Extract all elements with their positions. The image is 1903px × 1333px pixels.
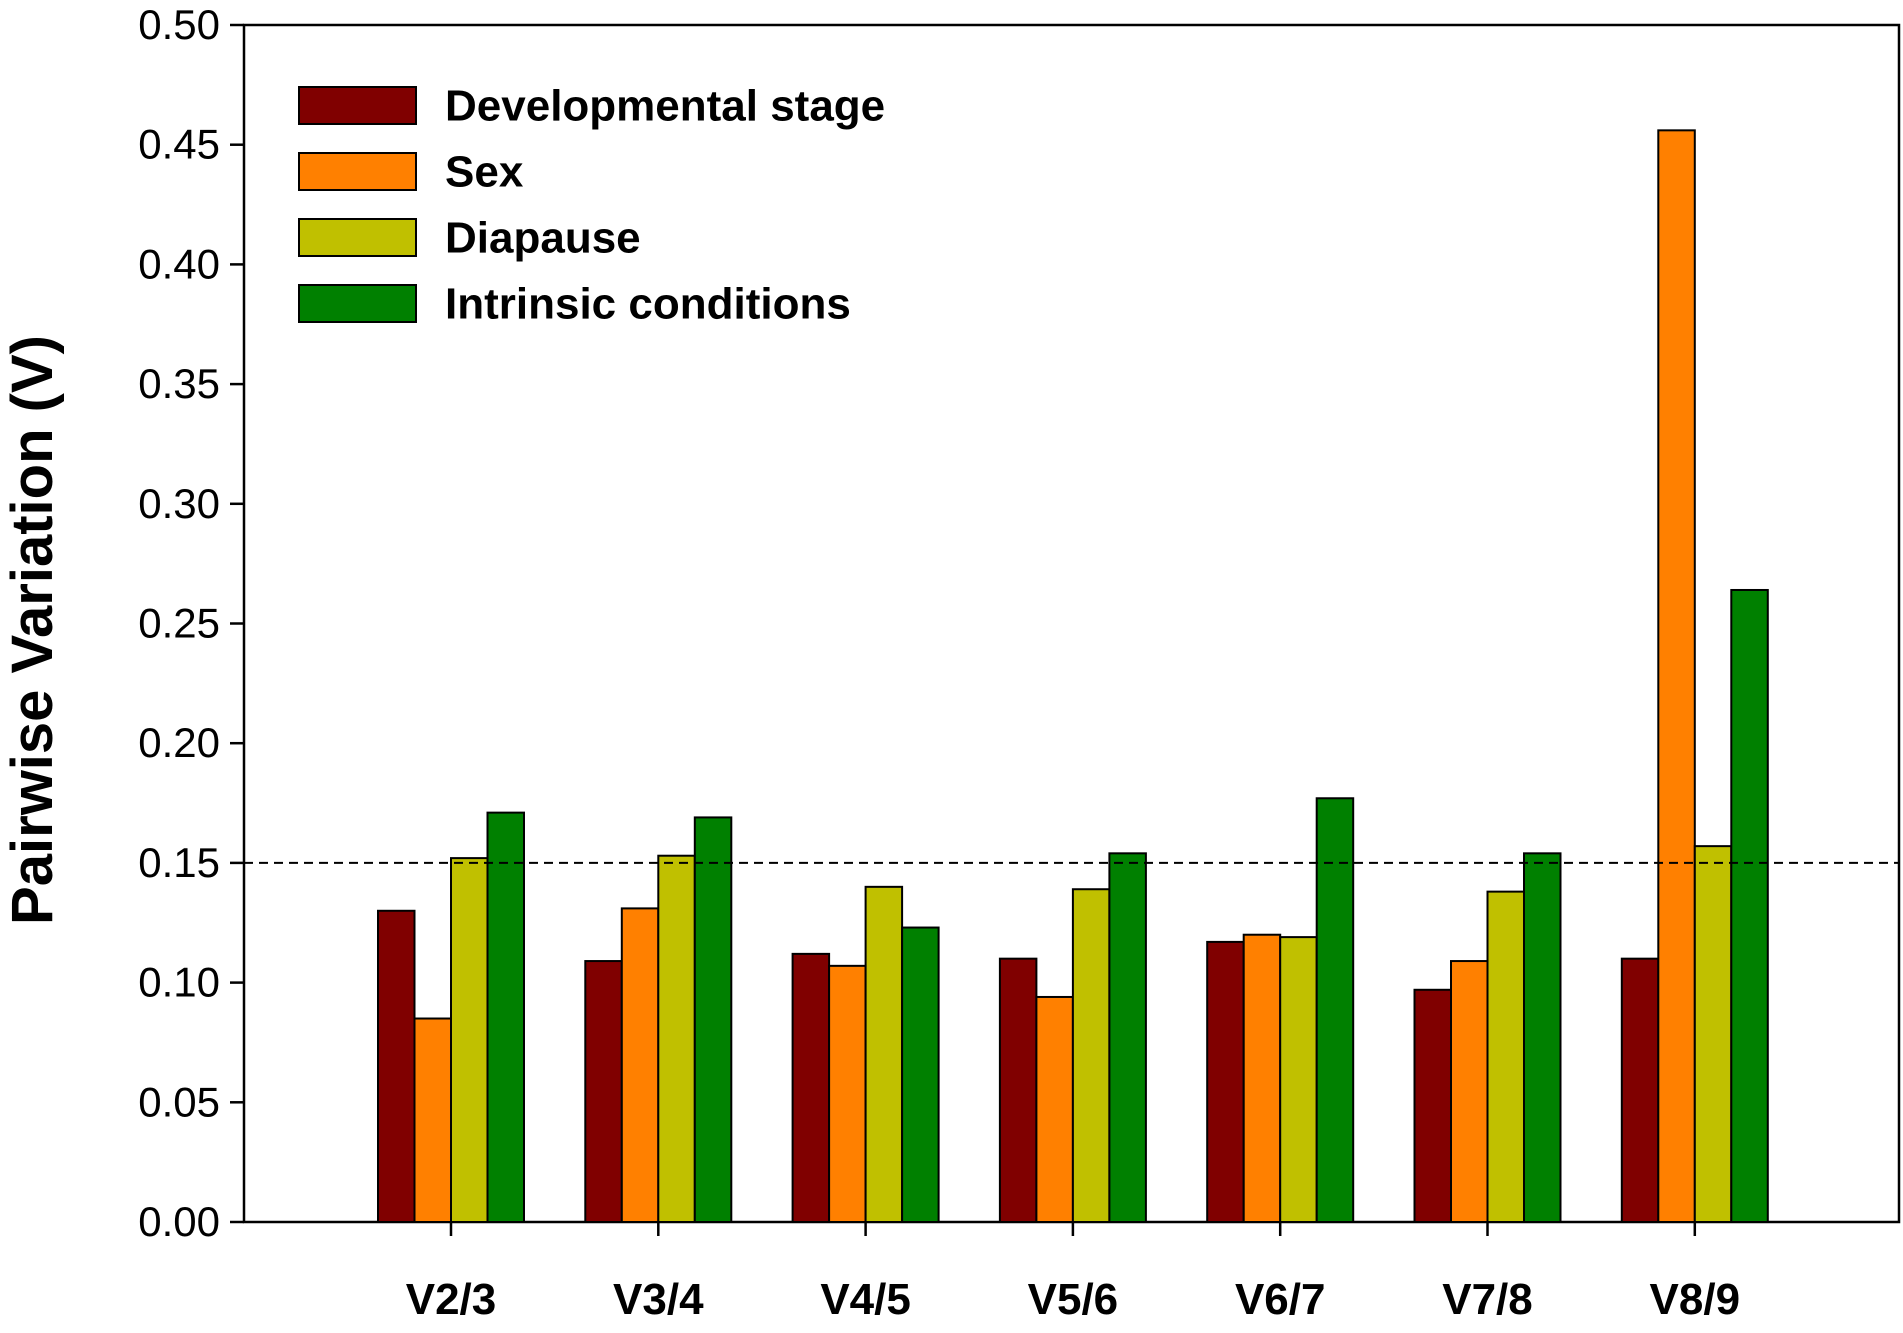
bar-diapause-v8-9	[1693, 845, 1733, 1224]
x-tick-label: V6/7	[1235, 1275, 1326, 1324]
bar-sex-v4-5	[828, 964, 867, 1223]
legend: Developmental stage Sex Diapause Intrinsic …	[298, 82, 885, 329]
x-tick-label: V4/5	[820, 1275, 911, 1324]
legend-label: Intrinsic conditions	[445, 280, 851, 329]
bar-intrinsic-conditions-v8-9	[1730, 588, 1769, 1223]
y-tick-label: 0.25	[138, 600, 220, 647]
bar-developmental-stage-v4-5	[791, 952, 831, 1223]
bar-diapause-v4-5	[864, 885, 904, 1224]
legend-swatch	[298, 152, 417, 191]
y-tick-label: 0.45	[138, 121, 220, 168]
y-axis-ticks: 0.00 0.05 0.10 0.15 0.20 0.25 0.30 0.35 0.40 0.45…	[138, 1, 244, 1245]
bar-diapause-v2-3	[450, 857, 489, 1223]
bar-intrinsic-conditions-v7-8	[1523, 852, 1562, 1223]
bar-intrinsic-conditions-v5-6	[1108, 852, 1147, 1223]
bar-developmental-stage-v6-7	[1206, 940, 1245, 1223]
bar-developmental-stage-v8-9	[1620, 957, 1660, 1223]
legend-swatch	[298, 218, 417, 257]
bar-sex-v2-3	[413, 1017, 452, 1224]
bar-diapause-v6-7	[1279, 936, 1318, 1223]
y-tick-label: 0.00	[138, 1198, 220, 1245]
bar-sex-v3-4	[620, 907, 660, 1223]
x-tick-label: V8/9	[1650, 1275, 1741, 1324]
bars	[377, 129, 1769, 1224]
bar-intrinsic-conditions-v4-5	[901, 926, 940, 1224]
bar-developmental-stage-v7-8	[1413, 988, 1452, 1223]
bar-intrinsic-conditions-v2-3	[486, 811, 525, 1223]
y-tick-label: 0.15	[138, 839, 220, 886]
legend-label: Diapause	[445, 214, 641, 263]
legend-swatch	[298, 284, 417, 323]
legend-label: Developmental stage	[445, 82, 885, 131]
x-tick-label: V2/3	[406, 1275, 497, 1324]
legend-label: Sex	[445, 148, 524, 197]
legend-swatch	[298, 86, 417, 125]
bar-intrinsic-conditions-v6-7	[1315, 797, 1355, 1224]
y-tick-label: 0.35	[138, 360, 220, 407]
y-tick-label: 0.40	[138, 240, 220, 287]
y-tick-label: 0.10	[138, 959, 220, 1006]
y-axis-title: Pairwise Variation (V)	[0, 335, 65, 925]
bar-sex-v8-9	[1657, 129, 1696, 1223]
x-axis-ticks: V2/3 V3/4 V4/5 V5/6 V6/7 V7/8 V8/9	[406, 1222, 1740, 1324]
y-tick-label: 0.20	[138, 719, 220, 766]
bar-intrinsic-conditions-v3-4	[693, 816, 733, 1223]
bar-developmental-stage-v2-3	[377, 909, 416, 1224]
bar-diapause-v3-4	[657, 854, 696, 1224]
y-tick-label: 0.05	[138, 1078, 220, 1125]
bar-developmental-stage-v5-6	[998, 957, 1038, 1223]
bar-developmental-stage-v3-4	[584, 960, 623, 1224]
y-tick-label: 0.50	[138, 1, 220, 48]
x-tick-label: V5/6	[1028, 1275, 1119, 1324]
x-tick-label: V7/8	[1442, 1275, 1533, 1324]
x-tick-label: V3/4	[613, 1275, 704, 1324]
bar-diapause-v5-6	[1071, 888, 1111, 1223]
bar-diapause-v7-8	[1486, 890, 1525, 1223]
bar-sex-v6-7	[1242, 933, 1282, 1223]
bar-sex-v7-8	[1450, 960, 1489, 1224]
bar-sex-v5-6	[1035, 995, 1074, 1223]
y-tick-label: 0.30	[138, 480, 220, 527]
